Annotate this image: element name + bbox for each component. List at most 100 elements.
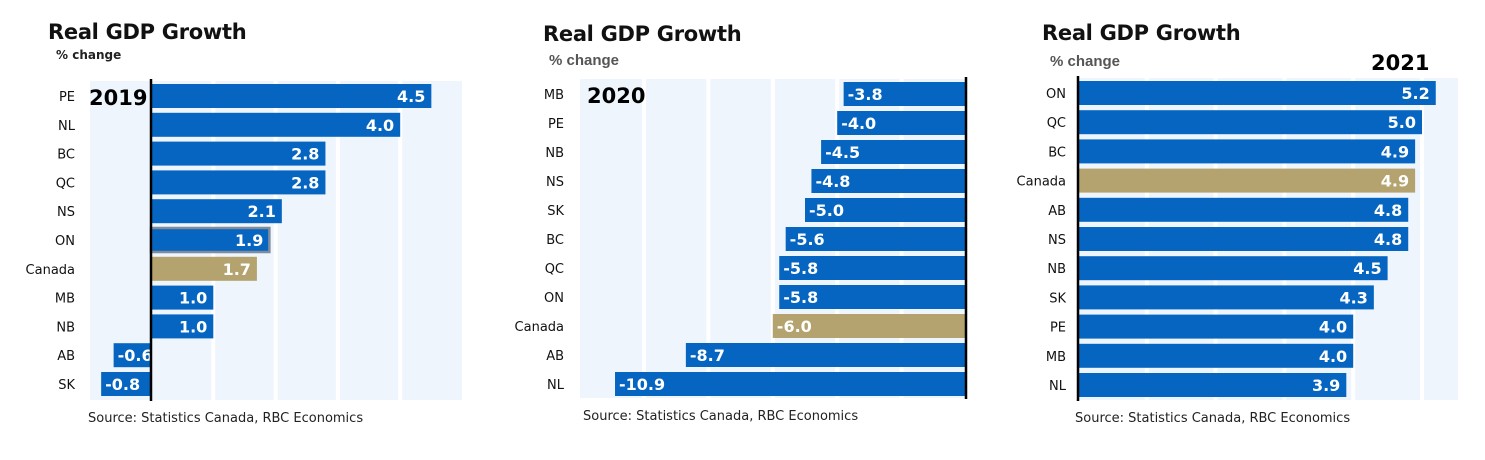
bar-value-label: -4.5 (825, 143, 860, 162)
category-label: BC (1048, 145, 1066, 160)
bar-qc (1078, 110, 1422, 135)
category-label: ON (55, 234, 75, 249)
category-label: NB (545, 146, 564, 161)
bar-sk (101, 372, 151, 396)
category-label: MB (544, 88, 564, 103)
source-note: Source: Statistics Canada, RBC Economics (88, 411, 364, 426)
bar-value-label: -0.8 (105, 375, 140, 394)
category-label: PE (548, 117, 564, 132)
bar-value-label: 4.8 (1374, 201, 1402, 220)
category-label: QC (545, 262, 564, 277)
bar-canada (772, 314, 966, 338)
category-label: NL (547, 378, 565, 393)
bar-on (779, 285, 966, 309)
category-label: ON (1046, 87, 1066, 102)
bar-qc (151, 170, 326, 195)
bar-pe (1078, 314, 1354, 339)
category-label: NS (1048, 233, 1066, 248)
bar-value-label: 5.0 (1388, 113, 1416, 132)
category-label: NS (57, 205, 75, 220)
bar-value-label: 4.8 (1374, 230, 1402, 249)
year-label: 2019 (89, 86, 148, 110)
bar-value-label: 4.9 (1381, 142, 1409, 161)
bar-canada (1078, 168, 1416, 193)
bar-value-label: 4.3 (1339, 288, 1367, 307)
bar-value-label: 3.9 (1312, 376, 1340, 395)
bar-value-label: 5.2 (1401, 84, 1429, 103)
bar-pe (151, 84, 432, 108)
bar-value-label: 2.8 (291, 145, 319, 164)
bar-value-label: -5.8 (783, 288, 818, 307)
category-label: Canada (26, 263, 75, 278)
bar-value-label: -5.6 (790, 230, 825, 249)
bar-value-label: -5.8 (783, 259, 818, 278)
bar-on (149, 226, 271, 254)
bar-value-label: -6.0 (777, 317, 812, 336)
bar-ab (685, 343, 966, 367)
bar-value-label: 2.1 (247, 202, 275, 221)
bar-pe (837, 111, 966, 135)
chart-title: Real GDP Growth (48, 20, 247, 44)
bar-value-label: -3.8 (848, 85, 883, 104)
bar-value-label: -8.7 (690, 346, 725, 365)
bar-value-label: 2.8 (291, 173, 319, 192)
category-label: ON (544, 291, 564, 306)
bar-value-label: 4.0 (366, 116, 394, 135)
bar-bc (1078, 139, 1416, 164)
chart-panel-2019: PE 4.5 NL 4.0 BC 2.8 QC 2.8 NS 2.1 ON 1.9 Canada 1.7 M… (0, 0, 480, 460)
category-label: AB (546, 349, 564, 364)
bar-value-label: 1.0 (179, 289, 207, 308)
category-label: SK (1049, 291, 1066, 306)
bar-mb (1078, 343, 1354, 368)
bar-value-label: 1.9 (235, 231, 263, 250)
category-label: QC (56, 176, 75, 191)
chart-panel-2020: MB -3.8 PE -4.0 NB -4.5 NS -4.8 SK -5.0 BC -5.6 QC -5… (515, 22, 968, 424)
bar-chart-2019: PE 4.5 NL 4.0 BC 2.8 QC 2.8 NS 2.1 ON 1.9 Canada 1.7 M… (26, 79, 462, 401)
bar-nl (1078, 373, 1347, 397)
bar-mb (151, 285, 214, 310)
bar-value-label: 1.0 (179, 317, 207, 336)
year-label: 2021 (1371, 51, 1430, 75)
bar-value-label: -0.6 (118, 346, 153, 365)
category-label: SK (58, 378, 75, 393)
chart-title: Real GDP Growth (1042, 21, 1241, 45)
category-label: NL (1049, 379, 1067, 394)
source-note: Source: Statistics Canada, RBC Economics (1075, 411, 1351, 426)
bar-value-label: 4.0 (1319, 347, 1347, 366)
bar-nb (1078, 256, 1388, 281)
chart-subtitle: % change (549, 52, 620, 69)
year-label: 2020 (587, 84, 646, 108)
bar-ns (151, 199, 282, 224)
chart-title: Real GDP Growth (543, 22, 742, 46)
bar-value-label: -4.0 (841, 114, 876, 133)
category-label: MB (1046, 350, 1066, 365)
bar-ns (1078, 227, 1409, 251)
category-label: AB (57, 349, 75, 364)
category-label: NB (56, 320, 75, 335)
bar-bc (151, 141, 326, 166)
bar-value-label: -4.8 (815, 172, 850, 191)
bar-ab (1078, 197, 1409, 222)
category-label: BC (546, 233, 564, 248)
bar-value-label: 4.0 (1319, 318, 1347, 337)
category-label: SK (547, 204, 564, 219)
category-label: MB (55, 292, 75, 307)
bar-value-label: -10.9 (619, 375, 665, 394)
bar-canada (151, 256, 257, 281)
bar-sk (805, 198, 966, 222)
bar-value-label: -5.0 (809, 201, 844, 220)
bar-bc (785, 227, 966, 251)
category-label: AB (1048, 204, 1066, 219)
bar-sk (1078, 285, 1374, 310)
chart-subtitle: % change (1050, 53, 1121, 70)
category-label: NB (1047, 262, 1066, 277)
bar-value-label: 4.5 (1353, 259, 1381, 278)
category-label: Canada (1017, 175, 1066, 190)
bar-qc (779, 256, 966, 280)
category-label: BC (57, 148, 75, 163)
category-label: PE (59, 90, 75, 105)
bar-nb (821, 140, 966, 164)
bar-value-label: 1.7 (223, 260, 251, 279)
